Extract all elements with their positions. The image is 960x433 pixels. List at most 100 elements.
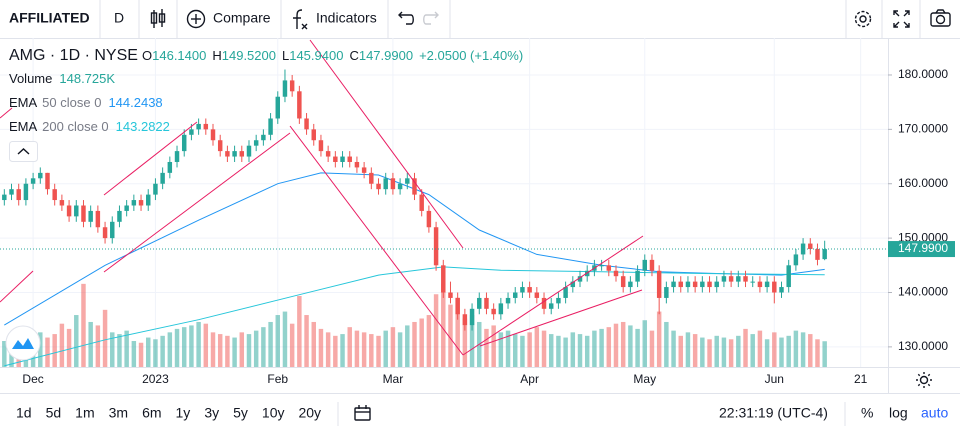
range-button[interactable]: 6m <box>142 405 161 421</box>
trend-line[interactable] <box>479 289 643 347</box>
candle-body <box>318 140 324 152</box>
volume-bar <box>239 332 245 367</box>
range-button[interactable]: 10y <box>262 405 285 421</box>
candle-body <box>800 243 806 255</box>
indicators-icon[interactable] <box>293 9 308 30</box>
y-tick-label: 180.0000 <box>898 67 948 81</box>
range-button[interactable]: 5d <box>46 405 62 421</box>
log-toggle[interactable]: log <box>889 405 908 421</box>
volume-bar <box>102 309 108 367</box>
candle-body <box>153 183 158 195</box>
candle-body <box>628 281 633 288</box>
volume-bar <box>743 328 748 367</box>
volume-bar <box>779 337 784 367</box>
undo-button[interactable] <box>398 11 414 25</box>
volume-bar <box>232 337 237 367</box>
volume-bar <box>81 283 86 367</box>
x-tick-label: 21 <box>854 372 868 386</box>
volume-bar <box>750 334 755 367</box>
candle-body <box>455 297 460 315</box>
candle-body <box>30 178 36 184</box>
volume-bar <box>261 327 266 367</box>
logo[interactable] <box>5 325 41 361</box>
trend-line[interactable] <box>462 235 644 356</box>
chart-type-icon[interactable] <box>150 9 166 28</box>
candle-body <box>772 281 777 293</box>
volume-bar <box>361 332 367 367</box>
volume-bar <box>664 321 669 367</box>
candle-body <box>23 183 29 201</box>
y-tick-label: 150.0000 <box>898 230 948 244</box>
compare-icon[interactable] <box>186 9 206 29</box>
volume-bar <box>253 330 259 367</box>
candle-body <box>174 151 180 162</box>
calendar-button[interactable] <box>354 405 371 421</box>
axis-settings-button[interactable] <box>916 372 932 388</box>
volume-bar <box>340 334 345 367</box>
range-button[interactable]: 20y <box>298 405 321 421</box>
volume-bar <box>714 335 719 367</box>
trend-line[interactable] <box>0 270 34 303</box>
candle-body <box>664 287 669 298</box>
range-button[interactable]: 5y <box>233 405 248 421</box>
x-tick-label: Mar <box>383 372 404 386</box>
range-button[interactable]: 1m <box>75 405 94 421</box>
candle-body <box>779 287 784 293</box>
fullscreen-button[interactable] <box>893 10 910 28</box>
symbol[interactable]: AFFILIATED <box>9 10 90 26</box>
candle-body <box>369 172 374 184</box>
volume-bar <box>138 342 144 367</box>
range-button[interactable]: 3m <box>109 405 128 421</box>
candle-body <box>736 276 741 282</box>
volume-pane <box>2 283 827 367</box>
volume-bar <box>649 330 655 367</box>
volume-bar <box>282 311 288 367</box>
volume-bar <box>333 335 338 367</box>
candle-body <box>325 151 331 157</box>
trend-line[interactable] <box>289 125 464 356</box>
ohlc-value: 146.1400 <box>152 48 206 63</box>
volume-bar <box>822 341 827 367</box>
volume-bar <box>318 328 324 367</box>
candle-body <box>707 281 712 288</box>
range-button[interactable]: 1d <box>16 405 32 421</box>
ohlc-value: 145.9400 <box>289 48 343 63</box>
trend-line[interactable] <box>0 107 13 119</box>
legend: AMG · 1D · NYSE O146.1400 H149.5200 L145.9… <box>9 47 523 162</box>
redo-button[interactable] <box>423 11 439 25</box>
volume-bar <box>534 327 540 367</box>
volume-bar <box>728 339 734 367</box>
volume-bar <box>426 315 432 367</box>
trend-line[interactable] <box>103 121 198 196</box>
candle-body <box>570 281 576 288</box>
volume-bar <box>246 334 252 367</box>
collapse-legend-button[interactable] <box>9 141 38 162</box>
interval-button[interactable]: D <box>114 10 124 26</box>
candle-body <box>124 205 129 211</box>
compare-button[interactable]: Compare <box>213 10 271 26</box>
range-button[interactable]: 1y <box>176 405 191 421</box>
indicators-button[interactable]: Indicators <box>316 10 377 26</box>
volume-name: Volume <box>9 71 52 86</box>
trend-line[interactable] <box>309 39 464 249</box>
candle-body <box>527 287 532 293</box>
snapshot-button[interactable] <box>930 9 951 27</box>
candle-body <box>102 227 108 239</box>
settings-button[interactable] <box>854 10 872 28</box>
last-price-label: 147.9900 <box>898 241 948 255</box>
volume-bar <box>397 332 403 367</box>
volume-bar <box>793 330 799 367</box>
candle-body <box>822 249 827 260</box>
candle-body <box>45 172 50 190</box>
percent-toggle[interactable]: % <box>861 405 873 421</box>
symbol-title: AMG · 1D · NYSE <box>9 47 138 64</box>
auto-toggle[interactable]: auto <box>921 405 948 421</box>
volume-bar <box>721 337 727 367</box>
candle-body <box>577 276 583 282</box>
candle-body <box>203 123 209 130</box>
candle-body <box>275 96 281 119</box>
candle-body <box>498 303 504 315</box>
range-button[interactable]: 3y <box>204 405 219 421</box>
ohlc-key: L <box>282 48 289 63</box>
ohlc-legend: O146.1400 H149.5200 L145.9400 C147.9900 +2.0… <box>142 48 523 63</box>
